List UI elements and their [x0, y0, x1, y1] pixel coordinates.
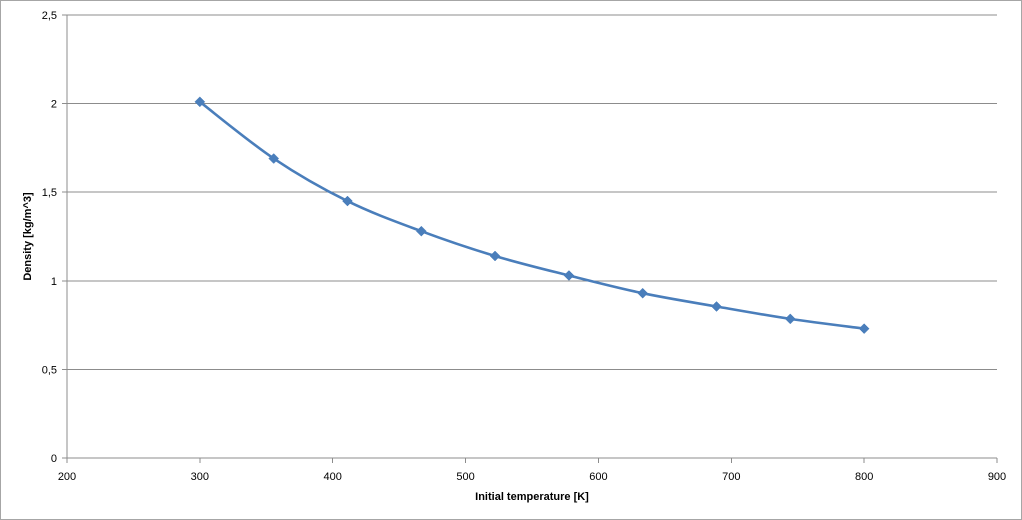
data-point-4	[489, 250, 501, 262]
data-point-3	[415, 225, 427, 237]
y-tick-label-1: 0,5	[42, 364, 57, 376]
axes	[62, 14, 998, 463]
y-tick-label-4: 2	[51, 99, 57, 111]
data-point-6	[637, 287, 649, 299]
series-line-0	[198, 100, 866, 330]
x-tick-labels: 200 300 400 500 600 700 800 900	[58, 471, 1006, 483]
data-point-9	[858, 323, 870, 334]
data-point-7	[711, 301, 722, 312]
gridlines	[67, 14, 997, 370]
data-point-0	[194, 96, 206, 108]
data-point-2	[342, 195, 353, 207]
x-tick-label-7: 900	[988, 471, 1006, 483]
x-tick-label-5: 700	[722, 471, 740, 483]
y-axis-title: Density [kg/m^3]	[22, 192, 34, 281]
series-group	[194, 96, 870, 334]
x-tick-label-4: 600	[589, 471, 607, 483]
y-tick-label-5: 2,5	[42, 10, 57, 22]
x-axis-title: Initial temperature [K]	[475, 491, 589, 503]
y-tick-label-2: 1	[51, 276, 57, 288]
x-tick-label-2: 400	[324, 471, 342, 483]
y-tick-label-3: 1,5	[42, 187, 57, 199]
data-point-8	[784, 313, 796, 325]
y-tick-labels: 0 0,5 1 1,5 2 2,5	[42, 10, 57, 465]
x-tick-label-3: 500	[456, 471, 474, 483]
data-point-1	[268, 153, 280, 164]
y-tick-label-0: 0	[51, 453, 57, 465]
x-tick-label-6: 800	[855, 471, 873, 483]
x-tick-label-0: 200	[58, 471, 76, 483]
x-tick-label-1: 300	[191, 471, 209, 483]
data-point-5	[563, 270, 575, 281]
